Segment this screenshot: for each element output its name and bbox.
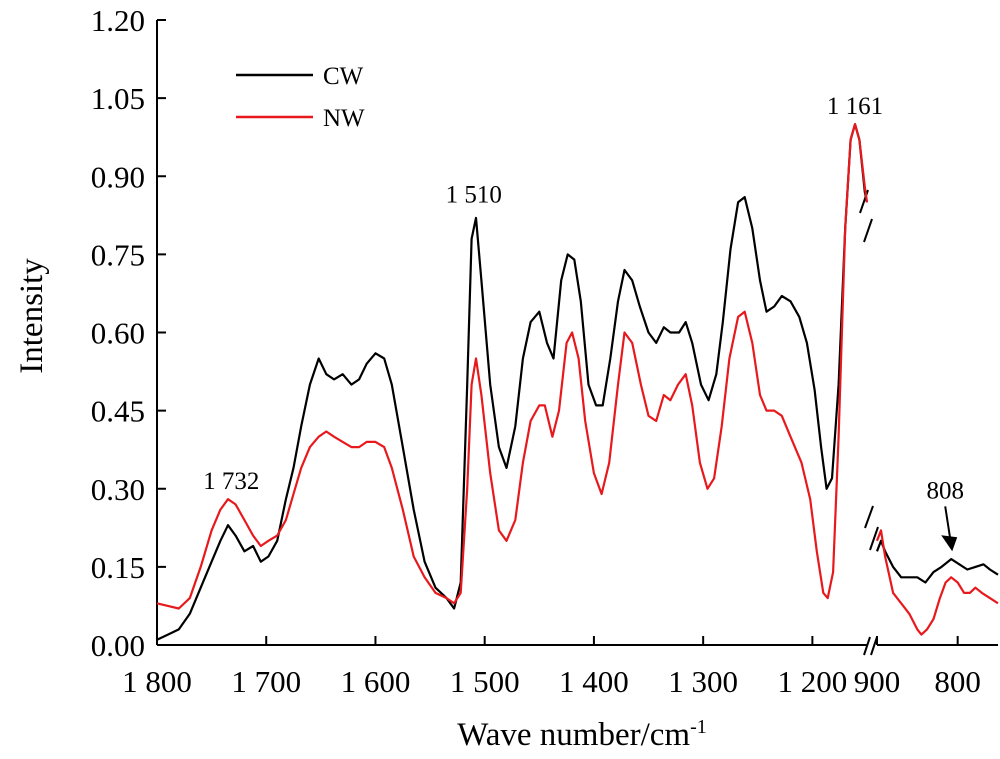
peak-arrow-head <box>941 535 958 552</box>
series-group <box>156 123 999 641</box>
peak-label: 808 <box>926 477 964 504</box>
y-tick-label: 0.75 <box>91 237 145 272</box>
x-tick-label: 1 500 <box>450 664 520 699</box>
legend: CW NW <box>236 63 365 132</box>
legend-label-nw: NW <box>323 105 365 132</box>
curve-break-mark <box>863 218 873 243</box>
y-tick-label: 0.45 <box>91 394 145 429</box>
y-tick-label: 0.00 <box>91 628 145 663</box>
x-axis-title-sup: -1 <box>690 716 707 738</box>
y-tick-label: 0.90 <box>91 159 145 194</box>
y-tick-label: 0.30 <box>91 472 145 507</box>
x-tick-label: 1 800 <box>122 664 192 699</box>
peak-label: 1 510 <box>446 181 502 208</box>
x-axis-break-mark <box>863 636 871 656</box>
y-ticks: 0.00 0.15 0.30 0.45 0.60 0.75 0.90 1.05 1.20 <box>91 3 166 663</box>
y-tick-label: 0.60 <box>91 316 145 351</box>
x-axis-title: Wave number/cm-1 <box>457 716 707 753</box>
x-tick-label: 1 400 <box>559 664 629 699</box>
legend-label-cw: CW <box>323 63 364 90</box>
series-line-nw-segment-2 <box>875 529 999 636</box>
annotations: 1 732 1 510 1 161 808 <box>203 93 964 552</box>
series-line-cw-segment-1 <box>156 123 869 641</box>
x-tick-label: 1 200 <box>778 664 848 699</box>
x-tick-label: 900 <box>854 664 901 699</box>
curve-break-mark <box>864 505 874 529</box>
curve-break-mark <box>869 526 879 551</box>
x-tick-label: 1 300 <box>668 664 738 699</box>
x-tick-label: 1 600 <box>341 664 411 699</box>
y-axis-title: Intensity <box>14 258 50 374</box>
x-axis-title-main: Wave number/cm <box>457 717 690 753</box>
series-line-nw-segment-1 <box>156 123 869 610</box>
y-tick-label: 1.05 <box>91 81 145 116</box>
x-tick-label: 1 700 <box>231 664 301 699</box>
y-tick-label: 1.20 <box>91 3 145 38</box>
peak-label: 1 161 <box>827 93 883 120</box>
y-tick-label: 0.15 <box>91 550 145 585</box>
series-line-cw-segment-2 <box>875 539 999 584</box>
x-ticks: 1 800 1 700 1 600 1 500 1 400 1 300 1 200 900 80… <box>122 636 981 699</box>
peak-label: 1 732 <box>203 468 259 495</box>
x-tick-label: 800 <box>934 664 981 699</box>
